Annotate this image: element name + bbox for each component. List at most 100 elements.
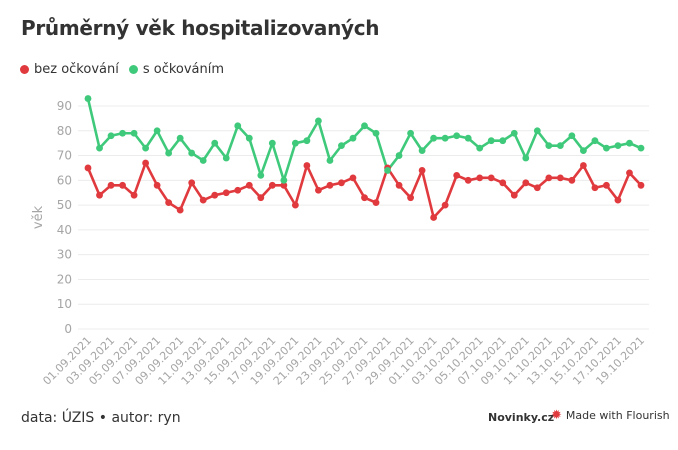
data-point-unvaccinated[interactable] bbox=[626, 169, 633, 177]
data-point-unvaccinated[interactable] bbox=[199, 196, 207, 204]
data-point-unvaccinated[interactable] bbox=[361, 194, 368, 202]
data-point-vaccinated[interactable] bbox=[464, 134, 472, 142]
data-point-unvaccinated[interactable] bbox=[568, 176, 576, 184]
data-point-unvaccinated[interactable] bbox=[430, 214, 438, 221]
data-point-unvaccinated[interactable] bbox=[84, 164, 92, 172]
data-point-vaccinated[interactable] bbox=[418, 147, 426, 155]
data-point-unvaccinated[interactable] bbox=[257, 194, 265, 202]
data-point-vaccinated[interactable] bbox=[522, 154, 530, 162]
data-point-vaccinated[interactable] bbox=[568, 132, 576, 140]
data-point-vaccinated[interactable] bbox=[291, 139, 299, 147]
data-point-unvaccinated[interactable] bbox=[107, 181, 115, 189]
data-point-vaccinated[interactable] bbox=[614, 142, 622, 150]
data-point-unvaccinated[interactable] bbox=[245, 181, 253, 189]
data-point-vaccinated[interactable] bbox=[176, 134, 184, 142]
data-point-unvaccinated[interactable] bbox=[533, 184, 541, 192]
data-point-vaccinated[interactable] bbox=[107, 132, 115, 140]
data-point-unvaccinated[interactable] bbox=[407, 194, 414, 202]
data-point-vaccinated[interactable] bbox=[487, 137, 495, 145]
data-point-unvaccinated[interactable] bbox=[591, 184, 599, 192]
data-point-unvaccinated[interactable] bbox=[579, 162, 587, 169]
data-point-unvaccinated[interactable] bbox=[130, 191, 138, 199]
data-point-vaccinated[interactable] bbox=[556, 142, 564, 150]
data-point-vaccinated[interactable] bbox=[476, 144, 484, 152]
data-point-unvaccinated[interactable] bbox=[637, 181, 645, 189]
data-point-unvaccinated[interactable] bbox=[153, 181, 161, 189]
data-point-unvaccinated[interactable] bbox=[303, 162, 311, 169]
data-point-vaccinated[interactable] bbox=[626, 139, 633, 147]
data-point-vaccinated[interactable] bbox=[349, 134, 357, 142]
data-point-vaccinated[interactable] bbox=[441, 134, 449, 142]
data-point-unvaccinated[interactable] bbox=[556, 174, 564, 182]
data-point-unvaccinated[interactable] bbox=[545, 174, 553, 182]
data-point-vaccinated[interactable] bbox=[130, 129, 138, 137]
data-point-unvaccinated[interactable] bbox=[326, 181, 334, 189]
data-point-unvaccinated[interactable] bbox=[291, 201, 299, 209]
data-point-vaccinated[interactable] bbox=[384, 167, 391, 174]
data-point-unvaccinated[interactable] bbox=[522, 179, 530, 187]
data-point-vaccinated[interactable] bbox=[338, 142, 345, 150]
data-point-vaccinated[interactable] bbox=[603, 144, 610, 152]
data-point-vaccinated[interactable] bbox=[222, 154, 230, 162]
data-point-vaccinated[interactable] bbox=[245, 134, 253, 142]
data-point-unvaccinated[interactable] bbox=[499, 179, 507, 187]
data-point-vaccinated[interactable] bbox=[153, 127, 161, 135]
data-point-unvaccinated[interactable] bbox=[176, 206, 184, 214]
data-point-vaccinated[interactable] bbox=[84, 95, 92, 102]
data-point-unvaccinated[interactable] bbox=[188, 179, 196, 187]
data-point-unvaccinated[interactable] bbox=[315, 186, 322, 194]
data-point-unvaccinated[interactable] bbox=[395, 181, 403, 189]
data-point-unvaccinated[interactable] bbox=[222, 189, 230, 197]
data-point-vaccinated[interactable] bbox=[165, 149, 173, 157]
data-point-vaccinated[interactable] bbox=[142, 144, 150, 152]
data-point-vaccinated[interactable] bbox=[268, 139, 276, 147]
data-point-vaccinated[interactable] bbox=[407, 129, 414, 137]
data-point-vaccinated[interactable] bbox=[499, 137, 507, 145]
data-point-vaccinated[interactable] bbox=[211, 139, 219, 147]
legend-item-vaccinated[interactable]: s očkováním bbox=[128, 62, 224, 77]
brand-logo[interactable]: Novinky.cz bbox=[488, 411, 555, 424]
data-point-unvaccinated[interactable] bbox=[476, 174, 484, 182]
data-point-unvaccinated[interactable] bbox=[234, 186, 242, 194]
data-point-vaccinated[interactable] bbox=[591, 137, 599, 145]
data-point-vaccinated[interactable] bbox=[303, 137, 311, 145]
data-point-vaccinated[interactable] bbox=[326, 157, 334, 164]
data-point-vaccinated[interactable] bbox=[510, 129, 518, 137]
data-point-unvaccinated[interactable] bbox=[211, 191, 219, 199]
data-point-unvaccinated[interactable] bbox=[338, 179, 345, 187]
data-point-vaccinated[interactable] bbox=[395, 152, 403, 159]
data-point-vaccinated[interactable] bbox=[234, 122, 242, 130]
data-point-vaccinated[interactable] bbox=[188, 149, 196, 157]
data-point-unvaccinated[interactable] bbox=[614, 196, 622, 204]
data-point-vaccinated[interactable] bbox=[579, 147, 587, 155]
data-point-unvaccinated[interactable] bbox=[510, 191, 518, 199]
flourish-credit[interactable]: ✹ Made with Flourish bbox=[551, 409, 670, 422]
data-point-unvaccinated[interactable] bbox=[349, 174, 357, 182]
data-point-vaccinated[interactable] bbox=[430, 134, 438, 142]
data-point-vaccinated[interactable] bbox=[637, 144, 645, 152]
data-point-vaccinated[interactable] bbox=[199, 157, 207, 164]
data-point-vaccinated[interactable] bbox=[545, 142, 553, 150]
data-point-unvaccinated[interactable] bbox=[418, 167, 426, 174]
data-point-unvaccinated[interactable] bbox=[441, 201, 449, 209]
data-point-unvaccinated[interactable] bbox=[453, 171, 461, 179]
data-point-vaccinated[interactable] bbox=[315, 117, 322, 125]
data-point-unvaccinated[interactable] bbox=[165, 199, 173, 207]
data-point-vaccinated[interactable] bbox=[361, 122, 368, 130]
data-point-vaccinated[interactable] bbox=[533, 127, 541, 135]
data-point-unvaccinated[interactable] bbox=[372, 199, 380, 207]
data-point-unvaccinated[interactable] bbox=[280, 181, 288, 189]
data-point-vaccinated[interactable] bbox=[372, 129, 380, 137]
data-point-unvaccinated[interactable] bbox=[96, 191, 103, 199]
data-point-vaccinated[interactable] bbox=[96, 144, 103, 152]
data-point-unvaccinated[interactable] bbox=[268, 181, 276, 189]
data-point-vaccinated[interactable] bbox=[119, 129, 126, 137]
data-point-vaccinated[interactable] bbox=[257, 171, 265, 179]
data-point-vaccinated[interactable] bbox=[280, 176, 288, 184]
legend-item-unvaccinated[interactable]: bez očkování bbox=[20, 62, 119, 77]
data-point-unvaccinated[interactable] bbox=[487, 174, 495, 182]
data-point-unvaccinated[interactable] bbox=[603, 181, 610, 189]
data-point-unvaccinated[interactable] bbox=[142, 159, 150, 167]
data-point-unvaccinated[interactable] bbox=[119, 181, 126, 189]
data-point-vaccinated[interactable] bbox=[453, 132, 461, 140]
